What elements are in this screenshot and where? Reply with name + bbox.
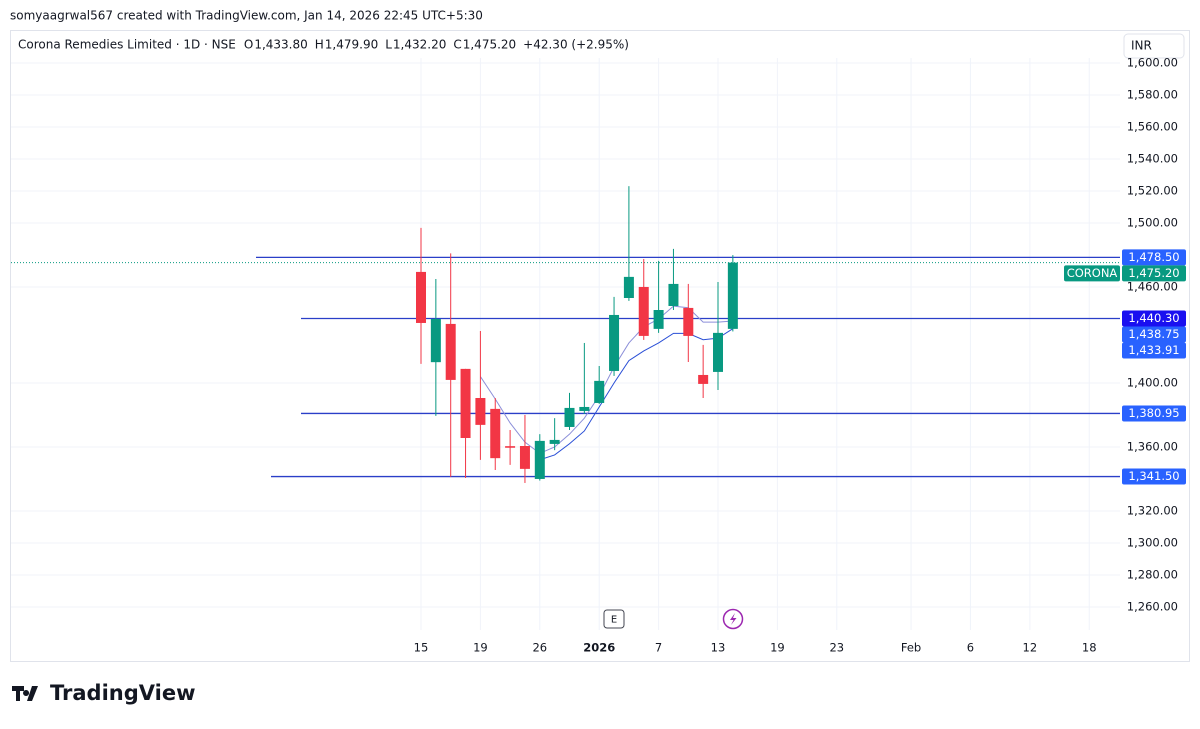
symbol-tag-label: CORONA [1067,266,1118,280]
candle-body [430,318,441,363]
x-tick-label: 19 [770,641,785,655]
price-tag [1122,468,1186,485]
candle-body [519,446,530,469]
symbol-tag [1064,265,1120,282]
price-tag-label: 1,438.75 [1128,327,1179,341]
y-tick-label: 1,560.00 [1127,119,1178,133]
x-tick-label: 2026 [583,641,615,655]
earnings-icon [603,609,625,629]
candle-body [638,286,649,336]
price-tag [1122,265,1186,282]
dividend-icon-bolt [730,613,737,625]
candle-body [564,407,575,427]
y-tick-label: 1,300.00 [1127,535,1178,549]
legend-key: L [385,38,392,52]
pane-border [10,30,1190,662]
candle-body [668,283,679,306]
pane [11,58,1120,630]
candle-body [475,398,486,425]
ma-line [479,305,733,454]
watermark: somyaagrwal567 created with TradingView.… [10,9,483,23]
brand: TradingView [50,681,195,705]
legend-value: 1,479.90 [325,38,378,52]
price-tag-label: 1,478.50 [1128,250,1179,264]
price-tag [1122,405,1186,422]
candle-body [416,271,426,323]
x-tick-label: 7 [655,641,662,655]
candle-body [460,368,471,438]
x-tick-label: 6 [967,641,974,655]
y-tick-label: 1,500.00 [1127,215,1178,229]
x-tick-label: 13 [711,641,726,655]
candle-body [490,408,501,459]
x-tick-label: 15 [414,641,429,655]
legend-key: O [244,38,253,52]
price-tag-label: 1,433.91 [1128,343,1179,357]
y-tick-label: 1,280.00 [1127,567,1178,581]
currency-box [1123,33,1185,59]
price-tag-label: 1,475.20 [1128,266,1179,280]
y-tick-label: 1,540.00 [1127,151,1178,165]
candle-body [579,406,590,411]
legend-value: 1,433.80 [254,38,307,52]
price-tag-label: 1,440.30 [1128,311,1179,325]
candle-body [549,439,560,444]
price-tag-label: 1,380.95 [1128,406,1179,420]
y-tick-label: 1,260.00 [1127,599,1178,613]
price-tag [1122,249,1186,266]
legend-change: +42.30 (+2.95%) [523,38,629,52]
candle-body [609,314,620,371]
legend-key: C [453,38,461,52]
candle-body [505,446,516,448]
price-tag-label: 1,341.50 [1128,469,1179,483]
candle-body [727,262,738,329]
candle-body [698,374,709,384]
y-tick-label: 1,460.00 [1127,279,1178,293]
ma-line [539,328,734,461]
candle-body [534,440,545,479]
price-tag [1122,342,1186,359]
x-tick-label: 19 [473,641,488,655]
candle-body [713,332,723,372]
y-tick-label: 1,580.00 [1127,87,1178,101]
x-tick-label: 12 [1023,641,1038,655]
legend-value: 1,475.20 [463,38,516,52]
candle-body [594,380,605,403]
candle-body [653,310,664,329]
earnings-icon-letter: E [611,615,617,626]
candle-body [445,323,456,380]
legend-title: Corona Remedies Limited · 1D · NSE [18,38,236,52]
x-tick-label: Feb [901,641,921,655]
price-tag [1122,310,1186,327]
y-tick-label: 1,400.00 [1127,375,1178,389]
legend-value: 1,432.20 [393,38,446,52]
candle-body [683,307,694,336]
x-tick-label: 23 [829,641,844,655]
candle-body [623,276,634,298]
x-tick-label: 18 [1082,641,1097,655]
y-tick-label: 1,360.00 [1127,439,1178,453]
y-tick-label: 1,520.00 [1127,183,1178,197]
currency: INR [1131,39,1152,53]
x-tick-label: 26 [532,641,547,655]
y-tick-label: 1,320.00 [1127,503,1178,517]
price-tag [1122,326,1186,343]
legend-key: H [315,38,324,52]
brand-logo [12,686,38,701]
y-tick-label: 1,600.00 [1127,55,1178,69]
